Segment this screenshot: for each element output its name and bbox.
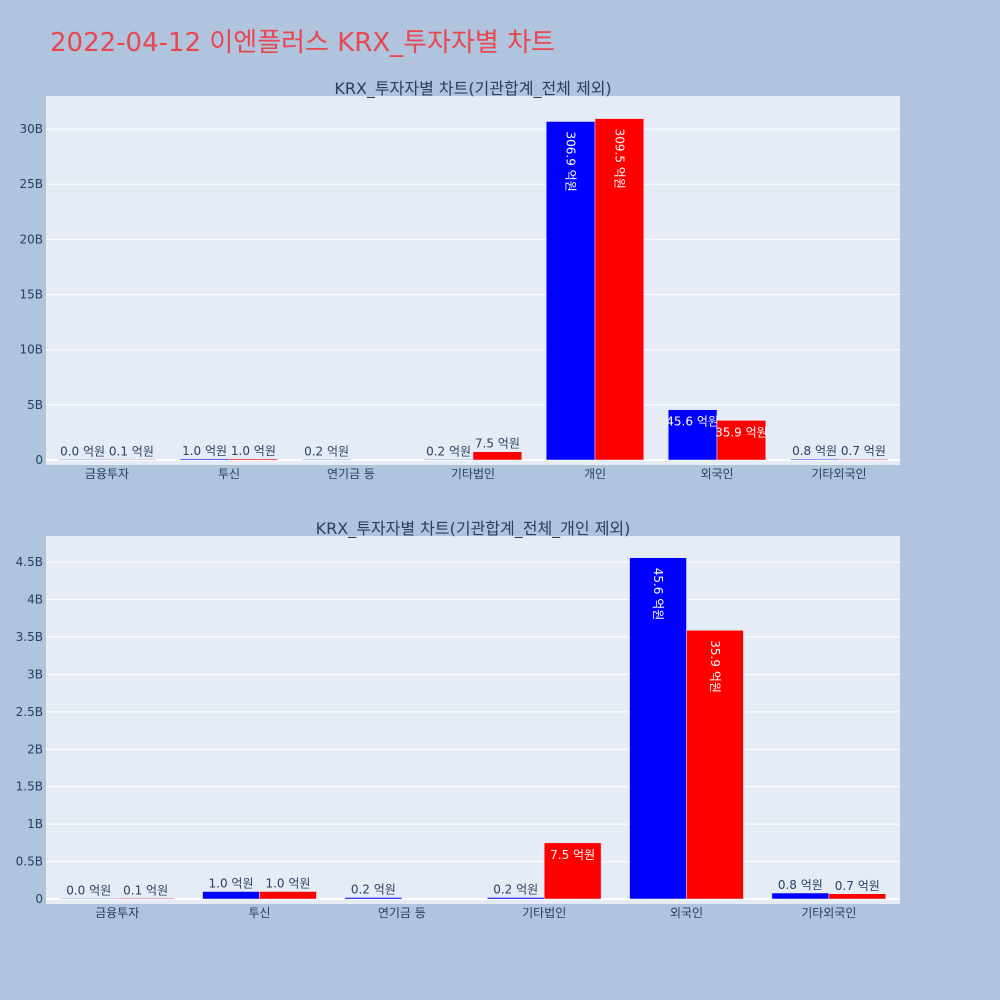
data-label: 0.1 억원 (109, 444, 154, 458)
x-tick-label: 기타외국인 (811, 467, 866, 481)
bar (828, 893, 887, 900)
bar (594, 118, 645, 461)
y-tick-label: 30B (19, 122, 43, 136)
y-tick-label: 2.5B (16, 705, 43, 719)
x-tick-label: 투신 (218, 467, 240, 481)
data-label: 1.0 억원 (231, 444, 276, 458)
bar (543, 842, 602, 900)
data-label: 35.9 억원 (708, 640, 722, 693)
bar (228, 458, 279, 461)
data-label: 0.7 억원 (841, 444, 886, 458)
y-tick-label: 3B (27, 667, 43, 681)
data-label: 0.0 억원 (66, 883, 111, 897)
page-title: 2022-04-12 이엔플러스 KRX_투자자별 차트 (50, 28, 555, 58)
y-tick-label: 3.5B (16, 630, 43, 644)
data-label: 45.6 억원 (651, 568, 665, 621)
chart-title: KRX_투자자별 차트(기관합계_전체 제외) (334, 79, 611, 99)
y-tick-label: 1B (27, 817, 43, 831)
x-tick-label: 기타법인 (522, 906, 566, 920)
x-tick-label: 금융투자 (85, 467, 129, 481)
y-tick-label: 0 (35, 892, 43, 906)
x-tick-label: 외국인 (700, 467, 733, 481)
chart-2: 0 0.5B 1B 1.5B 2B 2.5B 3B 3.5B 4B 4.5B KRX_투자자별 차트… (16, 519, 900, 920)
bar (59, 898, 118, 900)
x-tick-label: 투신 (248, 906, 270, 920)
y-tick-label: 5B (27, 398, 43, 412)
x-tick-label: 개인 (584, 467, 606, 481)
x-tick-label: 금융투자 (95, 906, 139, 920)
bar (106, 459, 157, 461)
y-tick-label: 2B (27, 742, 43, 756)
bar (179, 458, 230, 461)
y-tick-label: 1.5B (16, 780, 43, 794)
data-label: 1.0 억원 (265, 877, 310, 891)
data-label: 309.5 억원 (612, 129, 626, 189)
data-label: 7.5 억원 (475, 437, 520, 451)
y-tick-label: 4.5B (16, 555, 43, 569)
data-label: 0.2 억원 (493, 883, 538, 897)
chart-title: KRX_투자자별 차트(기관합계_전체_개인 제외) (316, 519, 631, 539)
bar (57, 459, 108, 461)
bar (686, 630, 744, 900)
data-label: 0.1 억원 (123, 883, 168, 897)
data-label: 1.0 억원 (182, 444, 227, 458)
bar (629, 557, 687, 900)
bar (789, 458, 840, 461)
plot-area (46, 96, 900, 465)
x-tick-label: 외국인 (670, 906, 703, 920)
x-tick-label: 기타법인 (451, 467, 495, 481)
chart-1: 0 5B 10B 15B 20B 25B 30B KRX_투자자별 차트(기관합계_전체 제외… (19, 79, 900, 481)
plot-area (46, 536, 900, 904)
bar (301, 459, 352, 461)
bar (667, 409, 718, 461)
data-label: 7.5 억원 (550, 848, 595, 862)
y-tick-label: 10B (19, 343, 43, 357)
data-label: 306.9 억원 (564, 131, 578, 191)
data-label: 0.2 억원 (304, 444, 349, 458)
bar (771, 892, 830, 900)
data-label: 0.2 억원 (426, 444, 471, 458)
y-tick-label: 4B (27, 593, 43, 607)
x-tick-label: 연기금 등 (378, 906, 426, 920)
y-tick-label: 0 (35, 453, 43, 467)
data-label: 0.2 억원 (351, 883, 396, 897)
bar (716, 420, 767, 461)
bar (259, 891, 317, 900)
data-label: 0.8 억원 (792, 444, 837, 458)
bar (472, 451, 523, 461)
bar (344, 897, 403, 900)
y-tick-label: 20B (19, 232, 43, 246)
bar (838, 458, 889, 461)
y-tick-label: 15B (19, 288, 43, 302)
x-tick-label: 연기금 등 (327, 467, 375, 481)
y-tick-label: 0.5B (16, 855, 43, 869)
x-tick-label: 기타외국인 (801, 906, 856, 920)
bar (423, 459, 474, 461)
bar (545, 121, 596, 461)
y-tick-label: 25B (19, 177, 43, 191)
data-label: 1.0 억원 (209, 877, 254, 891)
bar (486, 897, 545, 900)
bar (116, 898, 175, 900)
data-label: 0.0 억원 (60, 444, 105, 458)
bar (202, 891, 260, 900)
data-label: 0.7 억원 (835, 879, 880, 893)
data-label: 45.6 억원 (666, 415, 719, 429)
data-label: 35.9 억원 (715, 425, 768, 439)
data-label: 0.8 억원 (778, 878, 823, 892)
